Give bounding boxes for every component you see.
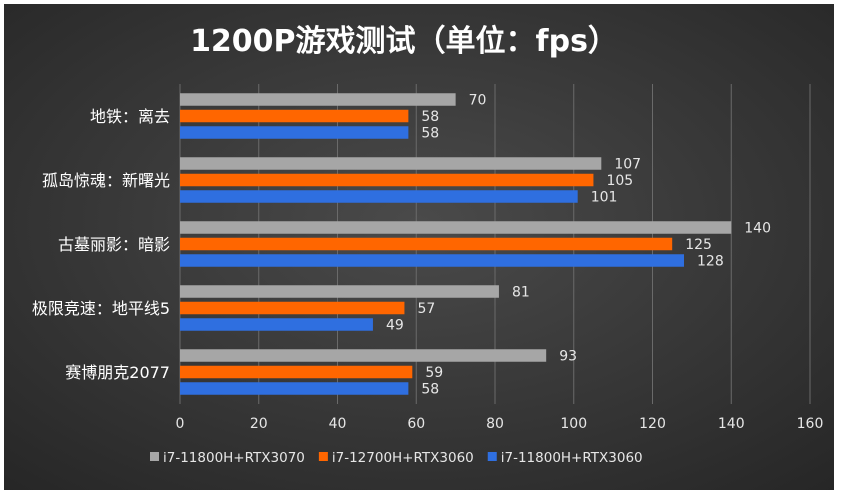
- x-tick-label: 100: [560, 416, 587, 432]
- x-tick-label: 0: [176, 416, 185, 432]
- x-tick-label: 80: [486, 416, 504, 432]
- legend: i7-11800H+RTX3070 i7-12700H+RTX3060 i7-118…: [150, 450, 643, 466]
- legend-label: i7-11800H+RTX3060: [501, 450, 643, 466]
- x-tick-label: 60: [407, 416, 425, 432]
- category-label: 极限竞速：地平线5: [32, 299, 170, 318]
- bar: [180, 126, 409, 139]
- bar: [180, 237, 673, 251]
- bar: [180, 382, 409, 395]
- data-label: 105: [606, 173, 633, 189]
- bar: [180, 93, 456, 106]
- x-tick-label: 40: [329, 416, 347, 432]
- legend-swatch: [318, 452, 328, 461]
- bar: [180, 254, 684, 267]
- data-label: 125: [685, 237, 712, 253]
- x-axis-ticks: 0 20 40 60 80 100 120 140 160: [176, 416, 824, 432]
- data-label: 57: [417, 301, 435, 317]
- bar: [180, 285, 499, 298]
- bar: [180, 109, 409, 123]
- data-label: 128: [697, 253, 724, 269]
- data-label: 93: [559, 348, 577, 364]
- bar: [180, 365, 413, 379]
- legend-swatch: [487, 452, 497, 461]
- chart-container: 1200P游戏测试（单位：fps） 70 58 58 107 105 101 140 125 1…: [4, 4, 834, 490]
- x-tick-label: 140: [718, 416, 745, 432]
- legend-label: i7-11800H+RTX3070: [163, 450, 305, 466]
- data-label: 59: [425, 365, 443, 381]
- category-label: 地铁：离去: [90, 107, 170, 126]
- data-label: 58: [421, 109, 439, 125]
- bar-chart: 1200P游戏测试（单位：fps） 7058581071051011401251…: [4, 4, 834, 490]
- data-label: 58: [421, 381, 439, 397]
- legend-swatch: [150, 452, 159, 461]
- data-label: 101: [591, 189, 618, 205]
- category-label: 赛博朋克2077: [65, 363, 170, 382]
- bar: [180, 173, 594, 187]
- legend-label: i7-12700H+RTX3060: [332, 450, 474, 466]
- category-label: 孤岛惊魂：新曙光: [42, 171, 170, 190]
- data-label: 140: [744, 220, 771, 236]
- x-tick-label: 120: [639, 416, 666, 432]
- data-label: 58: [421, 125, 439, 141]
- bars: [180, 93, 732, 395]
- bar: [180, 221, 732, 234]
- x-tick-label: 160: [797, 416, 824, 432]
- bar: [180, 318, 373, 331]
- x-tick-label: 20: [250, 416, 268, 432]
- bar: [180, 190, 578, 203]
- data-label: 70: [469, 92, 487, 108]
- bar: [180, 157, 602, 170]
- chart-title: 1200P游戏测试（单位：fps）: [190, 24, 618, 59]
- bar: [180, 349, 547, 362]
- data-label: 81: [512, 284, 530, 300]
- category-label: 古墓丽影：暗影: [58, 235, 170, 254]
- data-label: 107: [614, 156, 641, 172]
- data-label: 49: [386, 317, 404, 333]
- bar: [180, 301, 405, 315]
